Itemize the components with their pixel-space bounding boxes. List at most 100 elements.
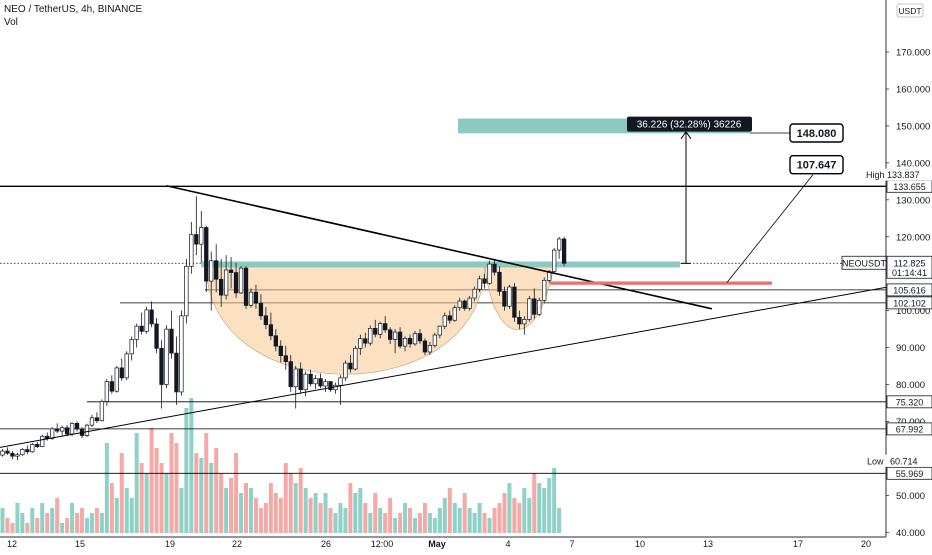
high-marker (862, 168, 932, 181)
currency-button[interactable] (896, 3, 924, 18)
descending-trendline (166, 184, 713, 310)
candle-body (387, 329, 393, 340)
candle-body (397, 331, 403, 347)
volume-bar (323, 493, 328, 533)
candle-body (527, 298, 532, 320)
symbol-badge-text: NEOUSDT (842, 258, 887, 268)
volume-bar (184, 408, 189, 533)
volume-bar (99, 513, 104, 533)
volume-bar (313, 493, 318, 533)
time-tick-label: May (428, 539, 446, 549)
volume-bar (209, 463, 214, 533)
currency-label: USDT (898, 6, 921, 16)
volume-bar (527, 498, 532, 533)
volume-bar (363, 503, 368, 533)
volume-bar (512, 498, 517, 533)
candle-body (139, 325, 144, 332)
entry-zone (550, 281, 772, 285)
volume-bar (537, 483, 542, 533)
volume-bar (119, 453, 124, 533)
candle-body (253, 291, 259, 304)
price-tick-label: 80.000 (896, 380, 925, 391)
chart-title: NEO / TetherUS, 4h, BINANCE (4, 4, 143, 15)
volume-bar (244, 483, 249, 533)
time-tick-label: 10 (635, 539, 645, 549)
volume-bar (318, 503, 323, 533)
candle-body (278, 345, 283, 357)
candle-body (532, 298, 537, 315)
price-tick-label: 160.000 (896, 84, 930, 95)
candle-body (214, 260, 219, 280)
candle-body (437, 325, 442, 336)
volume-bar (70, 503, 75, 533)
volume-bar (199, 458, 204, 533)
candle-body (119, 367, 124, 379)
candle-body (402, 337, 408, 347)
candle-body (74, 422, 80, 430)
volume-bar (457, 508, 462, 533)
candle-body (318, 378, 323, 387)
entry-badge (789, 155, 844, 175)
volume-bar (532, 473, 537, 533)
volume-bar (134, 433, 139, 533)
volume-bar (507, 483, 512, 533)
volume-bars (0, 398, 562, 533)
volume-bar (194, 453, 199, 533)
volume-bar (542, 488, 547, 533)
volume-bar (477, 503, 482, 533)
time-tick-label: 15 (75, 539, 85, 549)
entry-badge-text: 107.647 (797, 160, 837, 172)
candle-body (10, 452, 15, 457)
candle-body (363, 338, 368, 344)
volume-bar (50, 508, 55, 533)
volume-bar (328, 508, 333, 533)
measure-tooltip (627, 116, 752, 132)
time-tick-label: 12 (7, 539, 17, 549)
low-label: Low (867, 456, 884, 466)
candle-body (189, 234, 194, 267)
measure-text: 36.226 (32.28%) 36226 (637, 120, 742, 131)
candle-body (373, 328, 378, 335)
candle-body (164, 328, 169, 385)
volume-bar (253, 498, 258, 533)
candle-body (104, 381, 110, 402)
axis-level-text: 67.992 (896, 424, 924, 434)
candle-body (258, 302, 264, 317)
volume-bar (60, 523, 65, 533)
volume-bar (293, 483, 298, 533)
candle-body (263, 315, 269, 326)
volume-bar (452, 503, 457, 533)
candle-body (273, 335, 278, 347)
candle-body (199, 227, 204, 245)
axis-level-text: 133.655 (893, 182, 926, 192)
candle-body (482, 278, 487, 284)
volume-bar (164, 473, 169, 533)
candle-body (492, 263, 497, 273)
neckline-zone (201, 261, 680, 268)
candle-body (243, 267, 249, 306)
candle-body (392, 331, 398, 340)
candle-body (477, 278, 482, 290)
volume-bar (338, 503, 343, 533)
volume-bar (84, 518, 89, 533)
price-tick-label: 120.000 (896, 232, 930, 243)
volume-bar (80, 508, 85, 533)
candle-body (154, 323, 159, 349)
candle-body (228, 269, 234, 273)
volume-bar (174, 443, 179, 533)
candle-body (69, 422, 75, 435)
volume-bar (497, 503, 502, 533)
volume-bar (0, 508, 5, 533)
candle-body (353, 347, 358, 370)
volume-bar (149, 428, 154, 533)
candle-body (442, 315, 447, 327)
volume-bar (169, 433, 174, 533)
volume-bar (139, 463, 144, 533)
volume-bar (94, 508, 99, 533)
volume-bar (373, 493, 378, 533)
volume-bar (129, 498, 134, 533)
volume-bar (358, 488, 363, 533)
time-tick-label: 19 (165, 539, 175, 549)
